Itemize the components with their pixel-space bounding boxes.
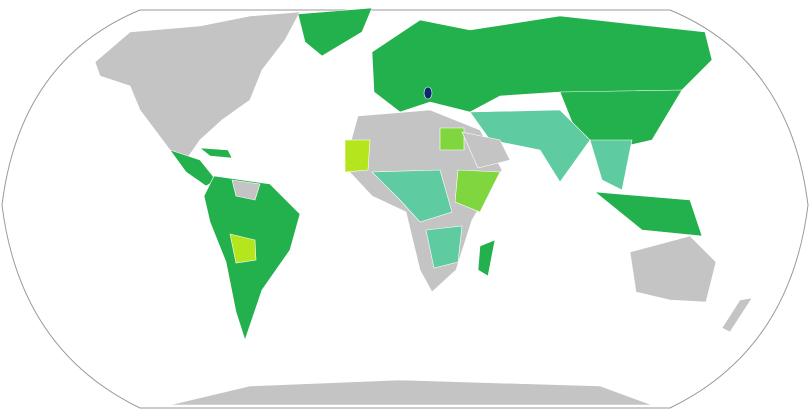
guyana-region <box>231 179 261 201</box>
north-america <box>94 11 301 161</box>
australia <box>629 235 717 303</box>
arabia <box>461 131 511 169</box>
west-africa <box>371 169 453 223</box>
new-zealand <box>721 297 753 333</box>
serbia <box>423 86 433 100</box>
egypt <box>439 127 465 151</box>
greenland <box>297 7 373 57</box>
antarctica <box>169 379 653 406</box>
caribbean <box>199 147 233 159</box>
madagascar <box>477 239 496 277</box>
indonesia <box>594 191 703 237</box>
mauritania <box>344 139 371 173</box>
east-africa <box>454 169 501 213</box>
southeast-asia <box>589 139 633 191</box>
bolivia <box>229 233 257 264</box>
southern-africa <box>425 225 463 269</box>
